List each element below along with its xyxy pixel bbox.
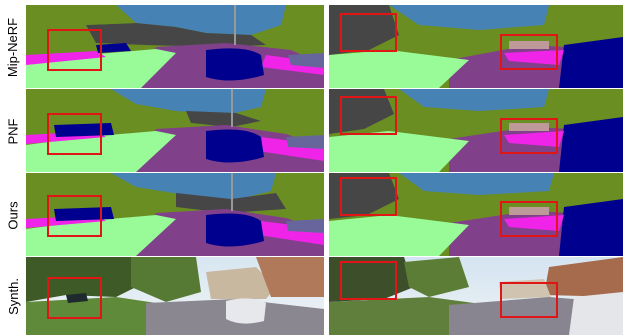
highlight-box-left-row3 bbox=[47, 195, 102, 237]
highlight-box-right-row3-b bbox=[500, 201, 558, 237]
highlight-box-left-row1 bbox=[47, 29, 102, 71]
highlight-box-right-row2-b bbox=[500, 118, 558, 154]
highlight-box-right-row4-a bbox=[340, 261, 397, 300]
highlight-box-right-row1-a bbox=[340, 13, 397, 52]
panel-pnf-right bbox=[329, 89, 623, 172]
row-label-synth: Synth. bbox=[5, 277, 21, 315]
row-label-mipnerf: Mip-NeRF bbox=[5, 17, 21, 77]
highlight-box-right-row4-b bbox=[500, 282, 558, 318]
row-label-pnf: PNF bbox=[5, 118, 21, 144]
panel-pnf-left bbox=[26, 89, 324, 172]
highlight-box-left-row4 bbox=[47, 277, 102, 319]
highlight-box-right-row2-a bbox=[340, 96, 397, 135]
panel-mipnerf-right bbox=[329, 5, 623, 88]
panel-synth-left bbox=[26, 257, 324, 335]
highlight-box-right-row3-a bbox=[340, 177, 397, 216]
highlight-box-left-row2 bbox=[47, 113, 102, 155]
row-label-ours: Ours bbox=[5, 200, 21, 230]
highlight-box-right-row1-b bbox=[500, 34, 558, 70]
panel-mipnerf-left bbox=[26, 5, 324, 88]
panel-synth-right bbox=[329, 257, 623, 335]
panel-ours-left bbox=[26, 173, 324, 256]
